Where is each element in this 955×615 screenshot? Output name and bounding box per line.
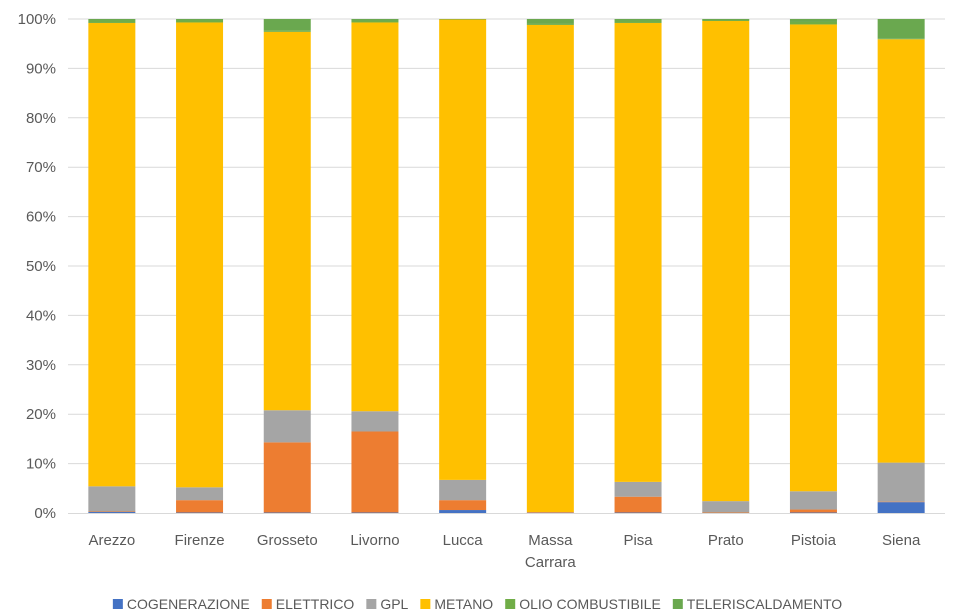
- y-tick-label: 40%: [26, 307, 56, 324]
- bars: [88, 19, 925, 513]
- bar-segment: [526, 24, 574, 513]
- legend-swatch: [112, 599, 123, 609]
- legend-label: GPL: [380, 596, 408, 612]
- bar-segment: [789, 24, 837, 492]
- x-tick-label: Firenze: [175, 532, 225, 549]
- legend-label: METANO: [434, 596, 493, 612]
- y-tick-label: 60%: [26, 209, 56, 226]
- legend-swatch: [505, 599, 516, 609]
- bar-segment: [88, 20, 136, 23]
- bar-segment: [263, 31, 311, 411]
- x-tick-label: Pisa: [623, 532, 653, 549]
- legend-item: OLIO COMBUSTIBILE: [505, 596, 661, 612]
- bar-segment: [263, 30, 311, 32]
- bar-segment: [439, 479, 487, 501]
- bar-segment: [88, 486, 136, 512]
- x-tick-label: Pistoia: [791, 532, 837, 549]
- x-tick-label: Siena: [882, 532, 921, 549]
- y-tick-label: 30%: [26, 357, 56, 374]
- bar-segment: [877, 462, 925, 502]
- bar-segment: [789, 491, 837, 510]
- y-tick-label: 10%: [26, 456, 56, 473]
- bar-segment: [88, 19, 136, 21]
- bar-segment: [88, 512, 136, 513]
- bar-segment: [263, 442, 311, 513]
- bar-segment: [789, 509, 837, 513]
- bar-segment: [614, 20, 662, 23]
- legend-item: GPL: [366, 596, 409, 612]
- bar-segment: [176, 500, 224, 513]
- legend-label: TELERISCALDAMENTO: [687, 596, 842, 612]
- legend-label: ELETTRICO: [276, 596, 355, 612]
- bar-segment: [877, 502, 925, 513]
- x-tick-label: Grosseto: [257, 532, 318, 549]
- bar-segment: [702, 20, 750, 502]
- bar-segment: [88, 22, 136, 487]
- y-tick-label: 90%: [26, 60, 56, 77]
- y-axis-ticks: 0% 10% 20% 30% 40% 50% 60% 70% 80% 90% 100%: [18, 11, 56, 522]
- legend-swatch: [366, 599, 377, 609]
- legend-label: COGENERAZIONE: [127, 596, 250, 612]
- bar-segment: [877, 19, 925, 39]
- legend-item: METANO: [420, 596, 493, 612]
- bar-segment: [351, 431, 399, 513]
- legend: COGENERAZIONE ELETTRICO GPL METANO OLIO COMB…: [112, 596, 842, 612]
- bar-segment: [614, 22, 662, 482]
- bar-segment: [439, 510, 487, 513]
- legend-item: TELERISCALDAMENTO: [672, 596, 842, 612]
- legend-label: OLIO COMBUSTIBILE: [519, 596, 661, 612]
- bar-segment: [439, 500, 487, 511]
- bar-segment: [263, 410, 311, 443]
- bar-segment: [702, 19, 750, 20]
- bar-segment: [789, 21, 837, 25]
- bar-segment: [351, 411, 399, 432]
- bar-segment: [614, 496, 662, 513]
- y-tick-label: 70%: [26, 159, 56, 176]
- bar-segment: [526, 23, 574, 25]
- bar-segment: [526, 19, 574, 24]
- x-axis-tick-labels: Arezzo Firenze Grosseto Livorno Lucca Massa Ca…: [89, 532, 921, 571]
- bar-segment: [614, 19, 662, 21]
- bar-segment: [176, 20, 224, 23]
- legend-swatch: [261, 599, 272, 609]
- y-tick-label: 0%: [34, 505, 56, 522]
- bar-segment: [263, 19, 311, 31]
- y-tick-label: 20%: [26, 406, 56, 423]
- x-tick-label: Lucca: [443, 532, 484, 549]
- y-tick-label: 100%: [18, 11, 56, 28]
- x-tick-label: Livorno: [350, 532, 399, 549]
- y-tick-label: 80%: [26, 110, 56, 127]
- legend-item: COGENERAZIONE: [112, 596, 250, 612]
- legend-item: ELETTRICO: [261, 596, 355, 612]
- bar-segment: [176, 22, 224, 488]
- bar-segment: [439, 19, 487, 480]
- bar-segment: [877, 39, 925, 463]
- bar-segment: [176, 487, 224, 501]
- bar-segment: [176, 19, 224, 21]
- legend-swatch: [420, 599, 431, 609]
- legend-swatch: [672, 599, 683, 609]
- bar-segment: [702, 501, 750, 513]
- x-tick-label: Prato: [708, 532, 744, 549]
- y-tick-label: 50%: [26, 258, 56, 275]
- x-tick-label: Arezzo: [89, 532, 136, 549]
- bar-segment: [789, 19, 837, 22]
- bar-segment: [351, 19, 399, 21]
- bar-segment: [351, 22, 399, 412]
- x-tick-label: Massa Carrara: [525, 532, 577, 571]
- bar-segment: [614, 481, 662, 497]
- bar-segment: [702, 19, 750, 21]
- bar-segment: [351, 20, 399, 23]
